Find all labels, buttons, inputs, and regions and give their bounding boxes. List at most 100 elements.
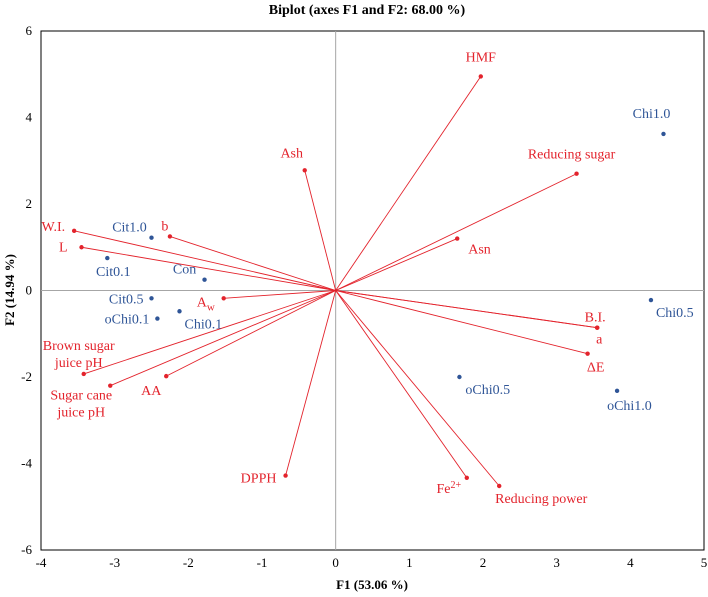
- x-tick-label: -3: [109, 555, 120, 570]
- vector-tip: [167, 234, 173, 239]
- x-tick-label: 2: [480, 555, 487, 570]
- y-tick-label: 0: [26, 283, 33, 298]
- observation-marker: [105, 255, 110, 261]
- vector-tip: [221, 296, 226, 301]
- y-axis-label: F2 (14.94 %): [2, 254, 17, 326]
- vector-tip: [283, 473, 288, 478]
- vector-line: [335, 238, 458, 291]
- x-tick-label: -4: [36, 555, 47, 570]
- vector-tip: [79, 245, 84, 250]
- vector-line: [223, 290, 336, 299]
- observation-point: Cit0.1: [96, 255, 131, 280]
- vector-tip: [594, 325, 600, 330]
- variable-label: HMF: [466, 50, 497, 65]
- variable-vector: AA: [141, 290, 336, 399]
- vector-tip: [71, 228, 77, 234]
- observation-point: Con: [173, 263, 207, 282]
- observation-label: oChi0.5: [465, 383, 510, 398]
- x-tick-label: 0: [332, 555, 339, 570]
- variable-label: ΔE: [587, 361, 605, 376]
- variable-label: Reducing power: [495, 492, 587, 507]
- vector-tip: [455, 236, 460, 241]
- vector-line: [335, 173, 577, 291]
- observation-label: Cit1.0: [112, 221, 147, 236]
- variable-label: b: [161, 219, 168, 234]
- observation-label: Cit0.1: [96, 265, 131, 280]
- variable-vector: DPPH: [241, 290, 337, 487]
- vector-tip: [164, 373, 169, 379]
- observation-marker: [661, 131, 666, 137]
- variable-label: W.I.: [42, 220, 66, 235]
- variable-vector: Sugar cane juice pH: [50, 290, 336, 421]
- observation-point: Chi0.5: [648, 297, 694, 321]
- variable-vector: Brown sugar juice pH: [43, 290, 336, 377]
- y-tick-label: 4: [26, 110, 33, 125]
- y-tick-label: 2: [26, 196, 33, 211]
- x-tick-label: -2: [183, 555, 194, 570]
- variable-vector: ΔE: [335, 290, 605, 376]
- vector-tip: [81, 371, 86, 377]
- observation-marker: [177, 309, 182, 314]
- variable-vector: W.I.: [42, 220, 336, 291]
- variable-label: DPPH: [241, 472, 277, 487]
- variable-label: Aw: [197, 295, 215, 313]
- vector-line: [335, 76, 482, 291]
- vector-line: [81, 246, 336, 291]
- observation-point: Chi1.0: [633, 107, 671, 137]
- observation-label: Cit0.5: [109, 292, 144, 307]
- observation-marker: [457, 374, 462, 380]
- variable-vector: Aw: [197, 290, 336, 313]
- x-tick-label: 5: [701, 555, 708, 570]
- variable-vector: Reducing sugar: [335, 148, 616, 291]
- observation-label: Chi1.0: [633, 107, 671, 122]
- vector-line: [169, 236, 336, 291]
- vector-tip: [108, 383, 113, 388]
- vector-tip: [464, 475, 469, 480]
- vector-line: [285, 290, 337, 476]
- x-axis-label: F1 (53.06 %): [336, 577, 408, 592]
- x-tick-label: -1: [257, 555, 268, 570]
- vector-line: [83, 290, 336, 375]
- observation-label: Chi0.1: [184, 317, 222, 332]
- variable-vector: Reducing power: [335, 290, 588, 507]
- vector-line: [74, 230, 336, 291]
- vector-tip: [574, 171, 579, 176]
- observation-point: oChi0.5: [457, 374, 510, 398]
- observation-points: Chi1.0 Cit1.0 Cit0.1 Con Cit0.5 oChi0.1 Chi0.1…: [96, 107, 694, 414]
- variable-label: Asn: [468, 243, 491, 258]
- vector-line: [166, 290, 336, 377]
- vector-line: [110, 290, 336, 387]
- vector-line: [304, 170, 337, 291]
- observation-marker: [149, 235, 154, 240]
- observation-point: oChi0.1: [105, 313, 160, 328]
- x-tick-label: 3: [553, 555, 560, 570]
- observation-marker: [614, 388, 620, 394]
- vector-line: [335, 290, 588, 355]
- variable-label: Sugar cane juice pH: [50, 389, 112, 421]
- vector-line: [335, 290, 468, 479]
- variable-vector: HMF: [335, 50, 497, 291]
- observation-point: Chi0.1: [177, 309, 222, 332]
- vector-tip: [478, 74, 483, 79]
- observation-marker: [648, 297, 654, 303]
- vector-tip: [497, 483, 502, 489]
- variable-label: Fe2+: [436, 480, 461, 497]
- variable-label: Reducing sugar: [528, 148, 616, 163]
- variable-vector: Asn: [335, 236, 491, 291]
- y-tick-label: -4: [21, 456, 32, 471]
- observation-label: Con: [173, 263, 196, 278]
- vector-tip: [302, 168, 307, 173]
- variable-vector: b: [161, 219, 336, 291]
- variable-label: Brown sugar juice pH: [43, 339, 115, 371]
- variable-label: a: [596, 333, 603, 348]
- observation-label: Chi0.5: [656, 306, 694, 321]
- variable-vector: Ash: [280, 146, 337, 291]
- observation-label: oChi0.1: [105, 313, 150, 328]
- variable-label: B.I.: [585, 311, 606, 326]
- y-tick-label: 6: [26, 23, 33, 38]
- observation-label: oChi1.0: [607, 399, 652, 414]
- variable-vector: a: [335, 290, 603, 348]
- zero-axes: [41, 31, 704, 550]
- variable-vector: L: [59, 240, 336, 291]
